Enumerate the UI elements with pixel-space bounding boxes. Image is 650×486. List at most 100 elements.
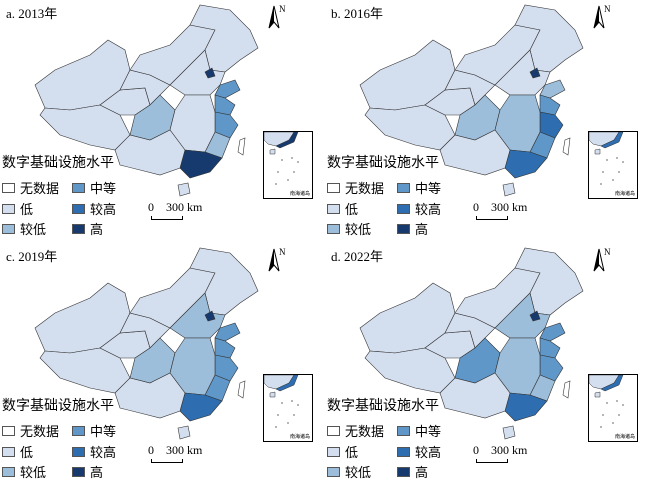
legend-item-higher: 较高: [72, 442, 116, 461]
north-arrow-icon: N: [267, 247, 286, 275]
legend-item-mid: 中等: [397, 178, 441, 197]
legend-swatch: [2, 446, 15, 457]
north-label: N: [279, 247, 286, 257]
legend-label: 较低: [345, 222, 372, 237]
legend-label: 低: [20, 445, 34, 460]
legend-item-lower: 较低: [327, 219, 371, 238]
legend-label: 无数据: [345, 424, 385, 439]
legend-label: 中等: [415, 424, 442, 439]
legend-label: 较高: [90, 202, 117, 217]
legend-item-mid: 中等: [397, 421, 441, 440]
legend-swatch: [397, 446, 410, 457]
inset-label: 南海诸岛: [614, 435, 635, 440]
region-beijing: [204, 310, 216, 322]
region-jiangsu: [214, 337, 236, 359]
north-arrow-icon: N: [267, 4, 286, 32]
legend-label: 高: [415, 465, 429, 480]
region-shandong: [539, 79, 566, 99]
legend-swatch: [72, 466, 85, 477]
region-northeast: [514, 4, 584, 73]
north-label: N: [279, 4, 286, 14]
panel-title: b. 2016年: [331, 6, 384, 21]
region-taiwan: [562, 380, 571, 399]
legend-label: 较高: [415, 445, 442, 460]
legend-item-higher: 较高: [397, 199, 441, 218]
legend-label: 中等: [415, 181, 442, 196]
scale-label: 0 300 km: [148, 443, 203, 457]
inset-label: 南海诸岛: [289, 435, 310, 440]
south-china-sea-inset: 南海诸岛: [588, 131, 638, 199]
legend-item-mid: 中等: [72, 178, 116, 197]
legend-swatch: [72, 425, 85, 436]
legend-item-lower: 较低: [2, 219, 46, 238]
region-southwest: [439, 129, 511, 176]
region-beijing: [529, 310, 541, 322]
panel-title: d. 2022年: [331, 249, 384, 264]
legend-swatch: [327, 425, 340, 436]
legend-item-higher: 较高: [72, 199, 116, 218]
legend-title: 数字基础设施水平: [327, 156, 439, 171]
legend-item-none: 无数据: [327, 421, 384, 440]
legend-label: 高: [90, 465, 104, 480]
legend-item-mid: 中等: [72, 421, 116, 440]
region-beijing: [529, 67, 541, 79]
china-map: [34, 247, 259, 440]
scale-bar: 0 300 km: [473, 443, 527, 463]
region-jiangsu: [214, 94, 236, 116]
legend-swatch: [327, 203, 340, 214]
region-beijing: [204, 67, 216, 79]
legend-swatch: [397, 466, 410, 477]
legend-item-none: 无数据: [2, 178, 59, 197]
legend-title: 数字基础设施水平: [327, 399, 439, 414]
south-china-sea-inset: 南海诸岛: [263, 131, 313, 199]
legend-label: 较低: [345, 465, 372, 480]
scale-bar: 0 300 km: [148, 200, 203, 220]
legend-label: 低: [345, 445, 359, 460]
region-hainan: [177, 182, 191, 197]
legend-title: 数字基础设施水平: [2, 156, 114, 171]
north-arrow-icon: N: [592, 4, 611, 32]
legend-label: 高: [415, 222, 429, 237]
legend-label: 较高: [90, 445, 117, 460]
legend-swatch: [397, 223, 410, 234]
china-map: [359, 247, 584, 440]
region-shandong: [214, 79, 241, 99]
region-northeast: [189, 247, 259, 316]
map-panel: a. 2013年 N 数字基础设施水平 无数据低较低 中等 较高高 0 300 km…: [0, 0, 325, 243]
region-taiwan: [237, 137, 246, 156]
region-shandong: [214, 322, 241, 342]
south-china-sea-inset: 南海诸岛: [263, 374, 313, 442]
legend-swatch: [397, 203, 410, 214]
scale-label: 0 300 km: [148, 200, 203, 214]
scale-bar: 0 300 km: [148, 443, 203, 463]
legend-item-high: 高: [72, 219, 103, 238]
region-northeast: [189, 4, 259, 73]
legend-label: 中等: [90, 424, 117, 439]
region-hainan: [502, 425, 516, 440]
legend-swatch: [397, 425, 410, 436]
legend-swatch: [327, 466, 340, 477]
legend-item-high: 高: [72, 462, 103, 481]
legend-swatch: [72, 223, 85, 234]
region-southwest: [439, 372, 511, 419]
legend-label: 较高: [415, 202, 442, 217]
north-label: N: [604, 4, 611, 14]
legend-label: 高: [90, 222, 104, 237]
map-panel: b. 2016年 N 数字基础设施水平 无数据低较低 中等 较高高 0 300 km…: [325, 0, 650, 243]
legend-swatch: [2, 223, 15, 234]
inset-label: 南海诸岛: [289, 192, 310, 197]
region-southwest: [114, 372, 186, 419]
region-shandong: [539, 322, 566, 342]
legend-title: 数字基础设施水平: [2, 399, 114, 414]
legend-label: 较低: [20, 465, 47, 480]
panel-title: c. 2019年: [6, 249, 58, 264]
legend-swatch: [72, 446, 85, 457]
legend-label: 低: [20, 202, 34, 217]
legend-label: 无数据: [20, 424, 60, 439]
scale-label: 0 300 km: [473, 200, 528, 214]
legend-item-low: 低: [2, 442, 33, 461]
legend-label: 低: [345, 202, 359, 217]
north-arrow-icon: N: [592, 247, 611, 275]
legend-swatch: [327, 182, 340, 193]
